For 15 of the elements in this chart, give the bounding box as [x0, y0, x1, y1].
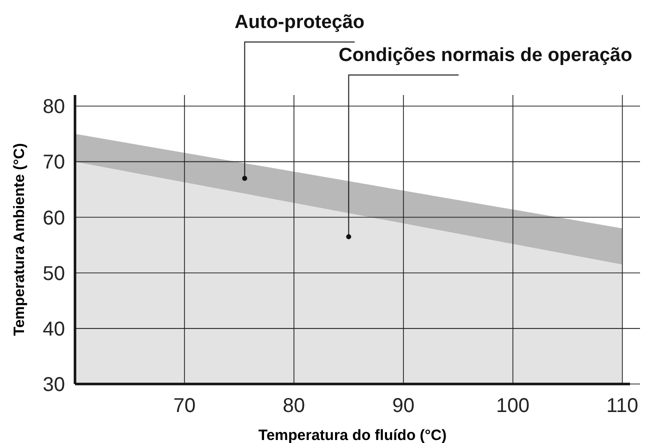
- y-tick-label: 50: [42, 262, 65, 285]
- x-tick-label: 100: [496, 395, 530, 417]
- y-tick-label: 30: [42, 374, 65, 396]
- y-tick-label: 60: [42, 207, 65, 230]
- y-tick-label: 80: [42, 96, 65, 118]
- x-axis-title: Temperatura do fluído (°C): [258, 427, 447, 443]
- x-tick-label: 70: [173, 395, 196, 417]
- x-tick-label: 90: [392, 395, 415, 417]
- y-tick-label: 40: [42, 318, 65, 340]
- x-tick-label: 80: [282, 395, 306, 417]
- annotation: Auto-proteção: [234, 12, 365, 33]
- y-axis-title: Temperatura Ambiente (°C): [11, 143, 28, 336]
- annotation: Condições normais de operação: [338, 45, 632, 66]
- x-tick-label: 110: [606, 395, 638, 417]
- y-tick-label: 70: [42, 152, 65, 174]
